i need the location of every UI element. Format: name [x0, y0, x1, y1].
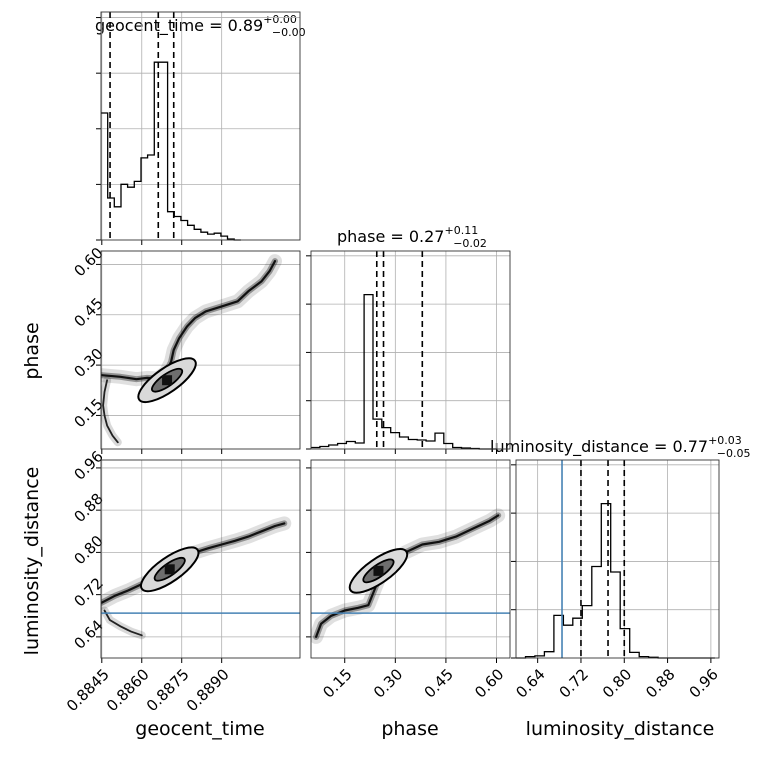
x-axis-label-luminosity-distance: luminosity_distance — [526, 718, 715, 740]
scatter-geocent-time-vs-phase-frame — [100, 250, 301, 450]
hist-geocent-time-frame — [100, 11, 301, 241]
scatter-geocent-time-vs-phase-branch — [102, 379, 119, 444]
y-axis-label-phase: phase — [21, 322, 43, 379]
hist-luminosity-distance-frame — [515, 459, 720, 659]
hist-phase-frame — [310, 250, 511, 450]
scatter-geocent-time-vs-luminosity-distance-frame — [100, 459, 301, 659]
scatter-phase-vs-luminosity-distance-frame — [310, 459, 511, 659]
scatter-phase-vs-luminosity-distance-density-peak — [373, 565, 384, 576]
scatter-geocent-time-vs-phase-ridge — [101, 260, 277, 381]
corner-panels: 0.64 0.72 0.80 0.88 0.960.150.300.450.600.88… — [63, 11, 722, 715]
scatter-geocent-time-vs-phase-layer — [101, 254, 282, 447]
scatter-phase-vs-luminosity-distance-layer — [311, 508, 510, 644]
scatter-geocent-time-vs-phase-density-peak — [162, 375, 173, 386]
hist-phase-outline — [311, 293, 497, 450]
scatter-geocent-time-vs-luminosity-distance-layer — [101, 516, 300, 640]
scatter-geocent-time-vs-luminosity-distance-branch — [103, 609, 143, 637]
x-axis-label-geocent-time: geocent_time — [135, 718, 264, 740]
scatter-geocent-time-vs-luminosity-distance-density-peak — [164, 564, 175, 575]
x-axis-label-phase: phase — [381, 718, 438, 740]
phase-title: phase = 0.27+0.11 −0.02 — [337, 224, 487, 250]
y-axis-label-luminosity-distance: luminosity_distance — [21, 467, 43, 656]
geocent-time-title: geocent_time = 0.89+0.00 −0.00 — [95, 13, 306, 39]
luminosity-distance-title: luminosity_distance = 0.77+0.03 −0.05 — [490, 434, 751, 460]
hist-geocent-time-outline — [101, 61, 241, 241]
